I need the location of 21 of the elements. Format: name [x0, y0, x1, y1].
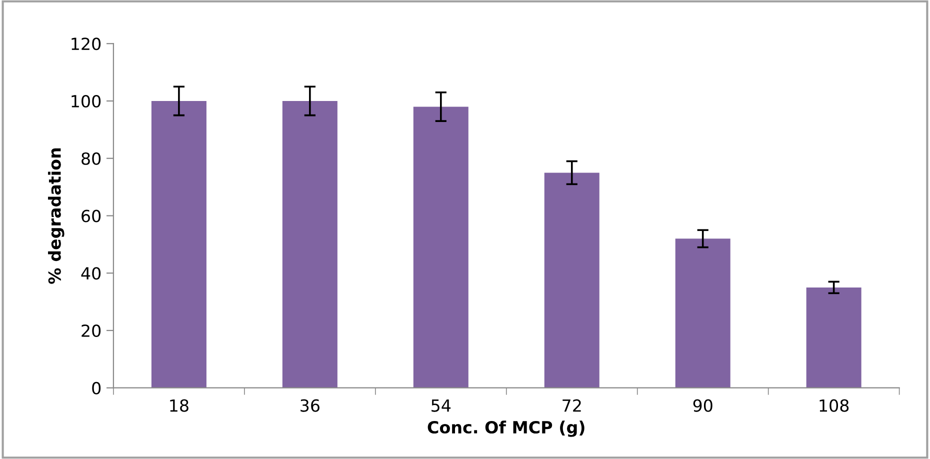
y-tick-label: 40: [81, 267, 101, 280]
y-tick-label: 120: [72, 38, 101, 50]
bar: [544, 172, 600, 388]
y-tick-label: 80: [82, 152, 101, 165]
bar: [806, 287, 862, 388]
x-tick-label: 72: [562, 399, 581, 412]
bar: [151, 100, 206, 388]
x-tick-label: 18: [170, 399, 188, 412]
bar: [675, 238, 730, 388]
bar: [413, 106, 468, 388]
y-tick-label: 0: [92, 382, 101, 394]
x-axis-title: Conc. Of MCP (g): [428, 420, 584, 437]
y-tick-label: 100: [72, 94, 101, 108]
x-tick-label: 36: [300, 399, 320, 412]
y-axis-title: % degradation: [48, 148, 64, 284]
bar: [282, 100, 338, 388]
x-tick-label: 108: [820, 399, 849, 412]
y-tick-label: 20: [82, 324, 101, 338]
y-tick-label: 60: [82, 210, 101, 222]
x-tick-label: 90: [693, 399, 712, 412]
x-tick-label: 54: [432, 399, 451, 412]
